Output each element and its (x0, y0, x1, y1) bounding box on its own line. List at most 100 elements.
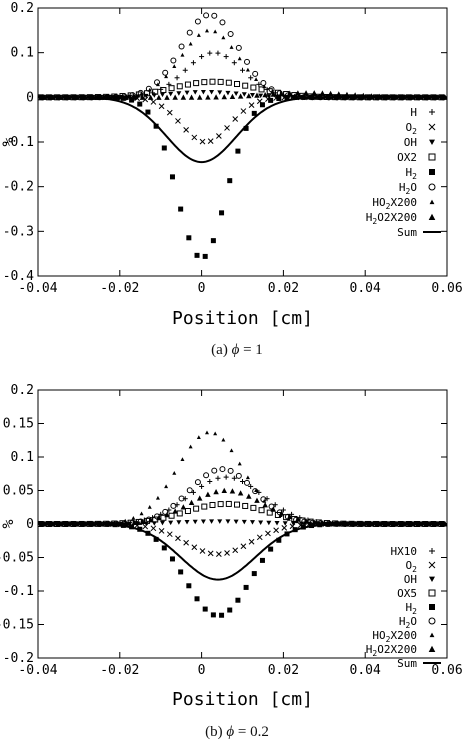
data-point (168, 520, 174, 526)
data-point (273, 527, 279, 534)
data-point (235, 148, 241, 154)
data-point (182, 67, 188, 73)
data-point (131, 515, 136, 520)
data-point (184, 81, 191, 88)
y-tick-label: -0.1 (3, 584, 34, 599)
legend-label: H2O2X200 (366, 211, 417, 226)
legend-marker (429, 139, 435, 145)
data-point (248, 483, 254, 489)
data-point (194, 252, 200, 258)
data-point (180, 457, 185, 461)
data-point (240, 543, 247, 550)
data-point (155, 495, 160, 500)
data-point (225, 519, 231, 524)
data-point (225, 90, 231, 96)
data-point (248, 538, 255, 545)
data-point (219, 612, 225, 618)
data-point (209, 90, 215, 95)
data-point (160, 514, 167, 521)
data-point (248, 102, 255, 108)
data-point (161, 145, 167, 151)
data-point (193, 80, 200, 87)
data-point (262, 84, 267, 89)
legend-marker (428, 153, 436, 161)
caption-b-relation: = 0.2 (237, 724, 269, 740)
data-point (276, 95, 282, 101)
data-point (213, 94, 219, 100)
legend-label: OH (404, 136, 417, 149)
legend-label: H2 (406, 601, 418, 616)
data-point (217, 78, 224, 85)
y-tick-label: -0.15 (0, 618, 34, 633)
data-point (250, 504, 257, 511)
data-point (153, 536, 159, 542)
data-point (262, 91, 268, 98)
sum-line (38, 96, 447, 164)
data-point (142, 523, 149, 530)
data-point (199, 548, 206, 554)
x-axis-label: Position [cm] (172, 308, 313, 329)
legend-marker (429, 632, 435, 638)
x-axis-label: Position [cm] (172, 689, 313, 710)
data-point (254, 92, 260, 98)
data-point (139, 91, 144, 96)
data-point (240, 108, 247, 114)
data-point (160, 87, 167, 94)
data-point (221, 487, 228, 494)
data-point (196, 435, 201, 439)
y-tick-label: 0.15 (3, 417, 34, 432)
data-point (192, 90, 198, 95)
data-point (166, 109, 173, 116)
data-point (188, 41, 193, 46)
data-point (245, 475, 250, 480)
y-axis-label: % (0, 137, 17, 146)
series-0 (38, 474, 447, 527)
data-point (202, 606, 208, 612)
data-point (150, 525, 157, 532)
data-point (207, 138, 214, 144)
data-point (232, 547, 239, 554)
data-point (175, 535, 181, 542)
data-point (186, 487, 193, 494)
x-tick-label: 0.04 (350, 663, 381, 678)
legend-marker (429, 199, 435, 205)
data-point (147, 94, 154, 100)
data-point (303, 518, 309, 524)
legend-label: OX5 (397, 587, 417, 600)
data-point (183, 539, 189, 546)
data-point (224, 550, 230, 556)
data-point (192, 519, 198, 525)
data-point (201, 79, 208, 86)
data-point (216, 133, 222, 139)
data-point (227, 30, 234, 37)
x-tick-label: -0.02 (100, 281, 139, 296)
data-point (235, 44, 242, 51)
caption-a: (a) ϕ = 1 (0, 342, 474, 359)
data-point (207, 479, 213, 485)
data-point (104, 94, 110, 100)
data-point (225, 500, 232, 507)
data-point (210, 238, 216, 244)
series-4 (39, 94, 445, 259)
data-point (278, 510, 285, 516)
caption-a-symbol: ϕ (231, 342, 240, 358)
data-point (162, 69, 169, 76)
x-tick-label: 0.06 (431, 663, 462, 678)
caption-b-label: (b) (205, 724, 223, 740)
legend-marker (428, 123, 436, 131)
data-point (352, 92, 358, 98)
data-point (294, 94, 299, 99)
legend-marker (429, 604, 435, 610)
data-point (203, 12, 210, 19)
data-point (229, 488, 236, 494)
data-point (224, 125, 230, 131)
chart-b: -0.04 -0.02 0 0.02 0.04 0.06 -0.2 -0.15 -0.1 -0.0… (0, 383, 463, 710)
data-point (251, 571, 257, 577)
data-point (184, 508, 191, 515)
x-tick-label: 0.06 (431, 281, 462, 296)
data-point (159, 92, 165, 98)
data-point (191, 134, 198, 141)
legend-marker (428, 213, 436, 220)
data-point (169, 556, 175, 562)
